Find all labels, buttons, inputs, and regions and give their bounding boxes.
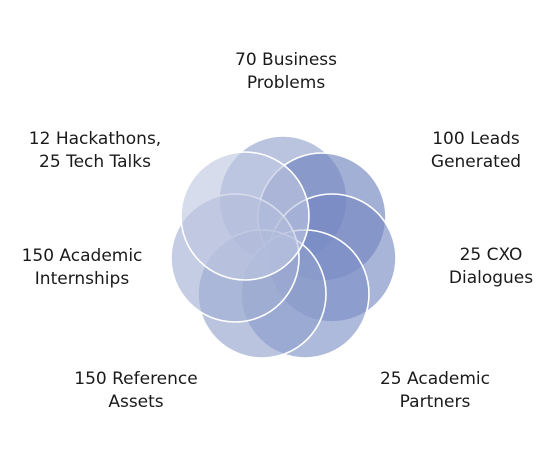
circle-hackathons-tech-talks <box>180 151 310 281</box>
label-leads-generated: 100 Leads Generated <box>430 129 522 172</box>
label-business-problems: 70 Business Problems <box>235 50 337 93</box>
label-hackathons-tech-talks: 12 Hackathons, 25 Tech Talks <box>28 129 162 172</box>
label-academic-internships: 150 Academic Internships <box>21 246 143 289</box>
label-cxo-dialogues: 25 CXO Dialogues <box>448 245 534 288</box>
label-academic-partners: 25 Academic Partners <box>379 369 490 412</box>
label-reference-assets: 150 Reference Assets <box>74 369 198 412</box>
